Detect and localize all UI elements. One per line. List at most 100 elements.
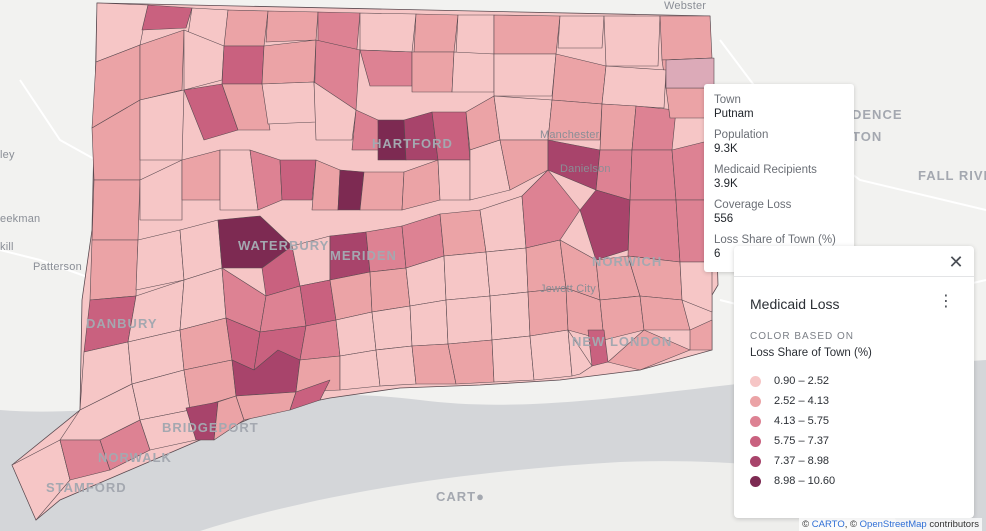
town-polygon[interactable] — [529, 329, 573, 381]
town-polygon[interactable] — [339, 349, 381, 391]
place-label-danielson: Danielson — [560, 163, 611, 175]
place-label-jewett-city: Jewett City — [540, 283, 596, 295]
close-icon[interactable]: ✕ — [948, 252, 964, 272]
attribution-contributors: contributors — [929, 519, 979, 530]
town-polygon[interactable] — [689, 319, 713, 351]
legend-swatch — [750, 375, 761, 387]
town-polygon[interactable] — [485, 247, 529, 297]
town-polygon[interactable] — [601, 65, 667, 109]
place-label-ley: ley — [0, 149, 15, 161]
town-polygon[interactable] — [413, 13, 459, 53]
legend-swatch — [750, 455, 761, 467]
tooltip-value-population: 9.3K — [714, 143, 738, 155]
town-polygon[interactable] — [141, 4, 193, 31]
town-polygon[interactable] — [299, 319, 341, 361]
place-labels: Webster DENCE TON FALL RIVER ley eekman … — [0, 0, 986, 504]
place-label-new-london: NEW LONDON — [572, 334, 672, 349]
town-polygon[interactable] — [443, 251, 491, 301]
place-label-providence: DENCE — [852, 107, 903, 122]
legend-label: 4.13 – 5.75 — [774, 415, 830, 427]
town-polygon[interactable] — [437, 159, 471, 201]
legend-item: 2.52 – 4.13 — [750, 391, 835, 411]
town-polygon[interactable] — [299, 279, 337, 327]
attribution-copyright: © — [802, 519, 810, 530]
place-label-waterbury: WATERBURY — [238, 238, 329, 253]
legend-divider — [734, 276, 974, 277]
town-polygon[interactable] — [369, 267, 411, 313]
town-polygon[interactable] — [139, 89, 185, 161]
town-polygon[interactable] — [359, 12, 417, 53]
town-polygon[interactable] — [91, 179, 141, 241]
place-label-norwich: NORWICH — [592, 254, 662, 269]
tooltip-value-loss-share: 6 — [714, 248, 721, 260]
town-polygon[interactable] — [599, 103, 637, 151]
town-polygon[interactable] — [527, 287, 569, 337]
osm-link[interactable]: OpenStreetMap — [859, 519, 927, 530]
town-polygon[interactable] — [557, 15, 605, 49]
town-polygon[interactable] — [221, 45, 265, 85]
town-polygon[interactable] — [375, 345, 417, 387]
more-options-icon[interactable]: ⋮ — [938, 293, 954, 310]
place-label-kill: kill — [0, 241, 14, 253]
town-polygon[interactable] — [335, 311, 377, 357]
place-label-fall-river: FALL RIVER — [918, 168, 986, 183]
town-polygon[interactable] — [261, 39, 317, 85]
town-polygon[interactable] — [491, 335, 535, 383]
town-polygon[interactable] — [135, 229, 185, 291]
tooltip-value-medicaid-recipients: 3.9K — [714, 178, 738, 190]
legend-attribute: Loss Share of Town (%) — [750, 347, 872, 359]
town-polygon[interactable] — [409, 299, 449, 347]
town-polygon[interactable] — [493, 53, 557, 97]
town-polygon[interactable] — [629, 149, 677, 201]
town-polygon[interactable] — [411, 51, 455, 93]
place-label-beekman: eekman — [0, 213, 40, 225]
town-polygon[interactable] — [223, 9, 269, 47]
legend-title: Medicaid Loss — [750, 296, 840, 312]
town-polygon[interactable] — [439, 209, 487, 257]
town-polygon[interactable] — [521, 169, 581, 249]
legend-swatch — [750, 435, 761, 447]
tooltip-value-town: Putnam — [714, 108, 754, 120]
town-polygon[interactable] — [489, 291, 531, 341]
legend-label: 7.37 – 8.98 — [774, 455, 830, 467]
town-polygon[interactable] — [89, 239, 139, 301]
town-polygon[interactable] — [679, 261, 713, 313]
town-polygon[interactable] — [659, 15, 713, 61]
legend-item: 0.90 – 2.52 — [750, 371, 835, 391]
town-polygon[interactable] — [329, 271, 373, 321]
map-attribution: © CARTO, © OpenStreetMap contributors — [799, 518, 982, 531]
carto-link[interactable]: CARTO — [811, 519, 845, 530]
town-polygon[interactable] — [493, 14, 561, 55]
town-polygon[interactable] — [261, 81, 317, 125]
legend-color-based-on: COLOR BASED ON — [750, 331, 855, 342]
legend-label: 0.90 – 2.52 — [774, 375, 830, 387]
town-polygon[interactable] — [567, 329, 593, 377]
town-polygon[interactable] — [371, 305, 413, 351]
town-polygon[interactable] — [447, 339, 495, 385]
legend-item: 4.13 – 5.75 — [750, 411, 835, 431]
town-polygon[interactable] — [627, 199, 681, 263]
town-polygon[interactable] — [279, 159, 317, 201]
town-polygon[interactable] — [607, 329, 691, 371]
town-polygon[interactable] — [337, 169, 365, 211]
town-polygon[interactable] — [451, 51, 495, 93]
legend-label: 2.52 – 4.13 — [774, 395, 830, 407]
town-polygon[interactable] — [313, 81, 357, 141]
town-polygon[interactable] — [289, 379, 331, 411]
tooltip-key-population: Population — [714, 129, 769, 141]
town-polygon[interactable] — [603, 15, 661, 67]
legend-item: 7.37 – 8.98 — [750, 451, 835, 471]
town-polygon[interactable] — [455, 14, 495, 55]
town-polygon[interactable] — [547, 99, 603, 141]
town-polygon[interactable] — [221, 83, 271, 131]
town-polygons[interactable] — [11, 2, 715, 521]
town-polygon[interactable] — [359, 171, 405, 211]
town-polygon[interactable] — [265, 10, 319, 43]
legend-items: 0.90 – 2.52 2.52 – 4.13 4.13 – 5.75 5.75 – … — [750, 371, 835, 491]
town-polygon[interactable] — [139, 159, 183, 221]
town-tooltip: Town Putnam Population 9.3K Medicaid Rec… — [704, 84, 854, 272]
place-label-danbury: DANBURY — [86, 316, 158, 331]
town-polygon[interactable] — [445, 295, 493, 345]
town-polygon[interactable] — [139, 29, 185, 101]
town-polygon[interactable] — [639, 295, 691, 331]
